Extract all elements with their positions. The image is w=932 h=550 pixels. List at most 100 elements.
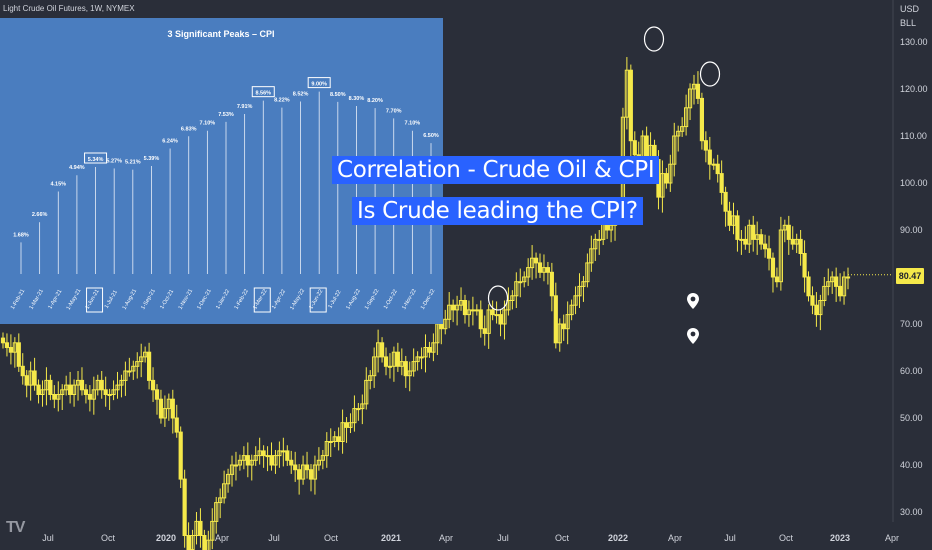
headline-correlation: Correlation - Crude Oil & CPI bbox=[332, 156, 660, 184]
candle-body bbox=[719, 173, 724, 193]
x-tick-label: Oct bbox=[779, 533, 794, 543]
candle-body bbox=[229, 464, 235, 475]
cpi-value-label: 7.53% bbox=[218, 112, 234, 118]
candle-body bbox=[822, 285, 827, 301]
candle-body bbox=[466, 309, 472, 316]
candle-body bbox=[360, 403, 365, 410]
candle-body bbox=[814, 304, 819, 316]
candle-body bbox=[608, 224, 614, 231]
candle-body bbox=[407, 370, 412, 377]
x-tick-label: Oct bbox=[324, 533, 339, 543]
candle-body bbox=[447, 304, 452, 320]
candle-body bbox=[794, 238, 799, 245]
peak-circle bbox=[699, 61, 721, 87]
candle-body bbox=[60, 389, 65, 395]
candle-body bbox=[743, 238, 748, 245]
candle-body bbox=[573, 295, 578, 306]
cpi-value-label: 2.66% bbox=[32, 212, 48, 218]
candle-body bbox=[158, 398, 164, 419]
candle-body bbox=[569, 304, 574, 316]
candle-body bbox=[494, 314, 499, 317]
candle-body bbox=[308, 469, 314, 480]
candle-body bbox=[8, 347, 13, 353]
candle-body bbox=[762, 243, 768, 250]
candle-body bbox=[273, 455, 278, 466]
candle-body bbox=[237, 459, 243, 466]
candle-body bbox=[766, 248, 772, 259]
candle-body bbox=[68, 384, 73, 396]
candle-body bbox=[356, 408, 361, 411]
candle-body bbox=[790, 238, 795, 245]
y-tick-label: 40.00 bbox=[900, 460, 923, 470]
headline-question: Is Crude leading the CPI? bbox=[352, 197, 643, 225]
candle-body bbox=[482, 328, 487, 334]
candle-body bbox=[281, 450, 286, 453]
candle-body bbox=[312, 464, 318, 480]
candle-body bbox=[411, 361, 416, 372]
candle-body bbox=[194, 520, 199, 537]
candle-body bbox=[458, 300, 464, 306]
candle-body bbox=[526, 267, 531, 278]
candle-body bbox=[16, 342, 21, 367]
candle-body bbox=[348, 422, 353, 428]
candle-body bbox=[739, 238, 744, 241]
candle-body bbox=[427, 347, 432, 353]
candle-body bbox=[841, 276, 847, 297]
candle-body bbox=[186, 535, 191, 550]
candle-body bbox=[514, 281, 519, 297]
candle-body bbox=[304, 464, 310, 471]
candle-body bbox=[210, 520, 215, 541]
candle-body bbox=[557, 323, 562, 344]
candle-body bbox=[707, 149, 712, 165]
candle-body bbox=[632, 140, 637, 156]
candle-body bbox=[510, 295, 515, 301]
candle-body bbox=[24, 375, 29, 386]
candle-body bbox=[0, 337, 6, 344]
candle-body bbox=[593, 238, 598, 250]
candle-body bbox=[818, 300, 823, 316]
cpi-value-label: 1.68% bbox=[13, 232, 29, 238]
x-tick-label: 2020 bbox=[156, 533, 176, 543]
map-pin-icon[interactable] bbox=[686, 327, 700, 345]
candle-body bbox=[285, 450, 290, 461]
x-tick-label: 2021 bbox=[381, 533, 401, 543]
candle-body bbox=[214, 502, 219, 522]
y-tick-label: 130.00 bbox=[900, 37, 928, 47]
candle-body bbox=[202, 535, 207, 550]
candle-body bbox=[553, 295, 558, 344]
candle-body bbox=[119, 379, 124, 386]
cpi-value-label: 6.24% bbox=[162, 138, 178, 144]
candle-body bbox=[498, 314, 503, 325]
candle-body bbox=[589, 248, 594, 264]
last-price-tag: 80.47 bbox=[896, 268, 924, 284]
inset-title: 3 Significant Peaks – CPI bbox=[167, 29, 274, 39]
candle-body bbox=[218, 497, 223, 504]
candle-body bbox=[691, 83, 697, 90]
candle-body bbox=[87, 394, 92, 400]
candle-body bbox=[826, 281, 831, 287]
peak-highlight-box bbox=[251, 86, 275, 98]
candle-body bbox=[198, 520, 203, 537]
candle-body bbox=[139, 356, 144, 363]
cpi-value-label: 8.52% bbox=[293, 91, 309, 97]
candle-body bbox=[146, 351, 152, 381]
candle-body bbox=[162, 408, 167, 419]
candle-body bbox=[269, 455, 274, 466]
candle-body bbox=[52, 394, 57, 400]
candle-body bbox=[36, 384, 41, 396]
candle-body bbox=[261, 450, 266, 457]
candle-body bbox=[715, 163, 720, 175]
candle-body bbox=[170, 398, 175, 419]
candle-body bbox=[727, 210, 732, 226]
candle-body bbox=[182, 478, 187, 537]
candle-body bbox=[755, 234, 760, 240]
candle-body bbox=[731, 215, 736, 226]
candle-body bbox=[99, 379, 104, 391]
map-pin-icon[interactable] bbox=[686, 292, 700, 310]
candle-body bbox=[478, 309, 483, 330]
x-tick-label: Jul bbox=[724, 533, 736, 543]
cpi-value-label: 7.91% bbox=[237, 104, 253, 110]
y-tick-label: 30.00 bbox=[900, 507, 923, 517]
cpi-value-label: 9.00% bbox=[311, 82, 327, 88]
